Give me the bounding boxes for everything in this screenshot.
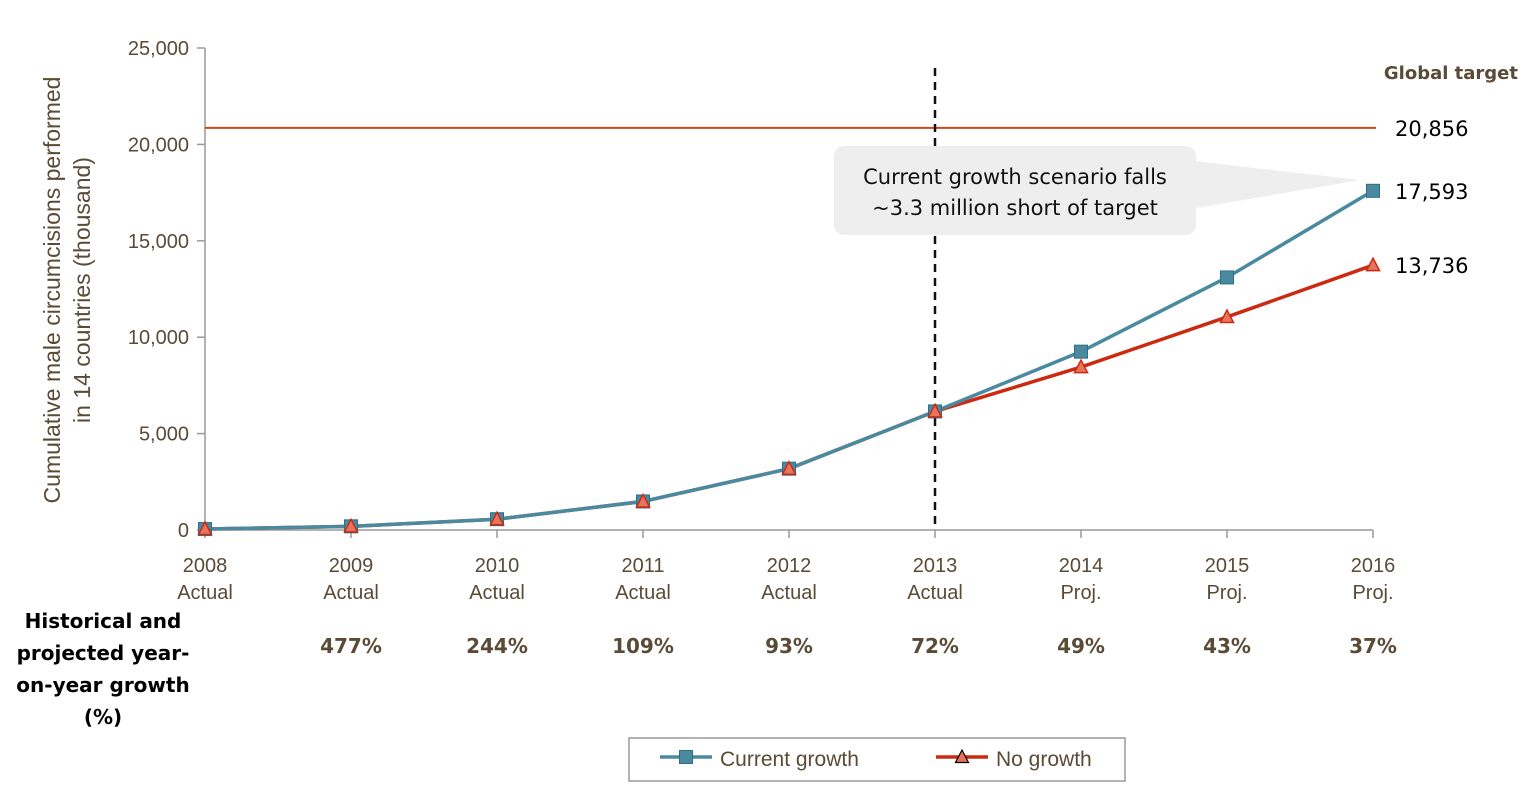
growth-value: 72% <box>911 634 959 658</box>
y-axis-label-line: in 14 countries (thousand) <box>69 157 95 423</box>
legend-current-growth-label: Current growth <box>720 748 859 771</box>
growth-value: 477% <box>320 634 382 658</box>
x-tick-year: 2010 <box>475 555 520 577</box>
x-tick-year: 2008 <box>183 555 228 577</box>
growth-value: 109% <box>612 634 674 658</box>
growth-row-label: Historical and <box>25 609 182 633</box>
legend-no-growth-label: No growth <box>996 748 1092 771</box>
legend-box <box>628 737 1126 782</box>
callout-line: ~3.3 million short of target <box>872 196 1158 220</box>
x-tick-year: 2015 <box>1205 555 1250 577</box>
no-growth-point <box>489 510 505 526</box>
x-tick-kind: Proj. <box>1206 582 1247 604</box>
current-growth-end-label: 17,593 <box>1395 180 1468 204</box>
callout-pointer <box>1185 160 1360 210</box>
growth-row-label: (%) <box>84 705 122 729</box>
x-tick-year: 2012 <box>767 555 812 577</box>
no-growth-point <box>1219 308 1235 324</box>
current-growth-point <box>1074 344 1088 359</box>
x-tick-year: 2014 <box>1059 555 1104 577</box>
no-growth-point <box>927 402 943 418</box>
y-tick-label: 5,000 <box>139 424 189 446</box>
x-tick-kind: Actual <box>177 582 233 604</box>
y-tick-label: 0 <box>178 520 189 542</box>
x-tick-year: 2009 <box>329 555 374 577</box>
current-growth-point <box>1220 270 1234 285</box>
no-growth-point <box>1073 358 1089 374</box>
x-tick-kind: Actual <box>907 582 963 604</box>
no-growth-point <box>343 517 359 533</box>
growth-value: 43% <box>1203 634 1251 658</box>
legend-current-growth-marker <box>679 750 693 764</box>
legend-no-growth-marker <box>954 748 970 764</box>
x-tick-year: 2011 <box>621 555 664 577</box>
callout-line: Current growth scenario falls <box>863 165 1167 189</box>
growth-value: 93% <box>765 634 813 658</box>
no-growth-point <box>781 460 797 475</box>
x-tick-year: 2016 <box>1351 555 1396 577</box>
growth-value: 244% <box>466 634 528 658</box>
y-axis-label: Cumulative male circumcisions performed i… <box>39 77 95 504</box>
no-growth-point <box>1365 256 1381 272</box>
current-growth-point <box>1366 183 1380 198</box>
growth-value: 49% <box>1057 634 1105 658</box>
no-growth-end-label: 13,736 <box>1395 254 1468 278</box>
no-growth-point <box>635 492 651 508</box>
series-line-current-growth <box>204 189 1374 531</box>
x-tick-kind: Proj. <box>1060 582 1101 604</box>
x-tick-kind: Actual <box>323 582 379 604</box>
y-tick-label: 25,000 <box>128 38 189 60</box>
x-tick-kind: Actual <box>615 582 671 604</box>
growth-value: 37% <box>1349 634 1397 658</box>
growth-row-label: projected year- <box>17 641 190 665</box>
series-line-no-growth <box>204 263 1374 531</box>
growth-row-label: on-year growth <box>16 673 189 697</box>
y-tick-label: 10,000 <box>128 327 189 349</box>
y-tick-label: 20,000 <box>128 134 189 156</box>
x-tick-kind: Actual <box>761 582 817 604</box>
x-tick-year: 2013 <box>913 555 958 577</box>
global-target-label: Global target <box>1384 63 1518 84</box>
y-tick-label: 15,000 <box>128 231 189 253</box>
x-tick-kind: Proj. <box>1352 582 1393 604</box>
x-tick-kind: Actual <box>469 582 525 604</box>
no-growth-point <box>197 520 213 536</box>
callout-box <box>834 146 1196 235</box>
y-axis-label-line: Cumulative male circumcisions performed <box>39 77 65 504</box>
global-target-value: 20,856 <box>1395 117 1468 141</box>
